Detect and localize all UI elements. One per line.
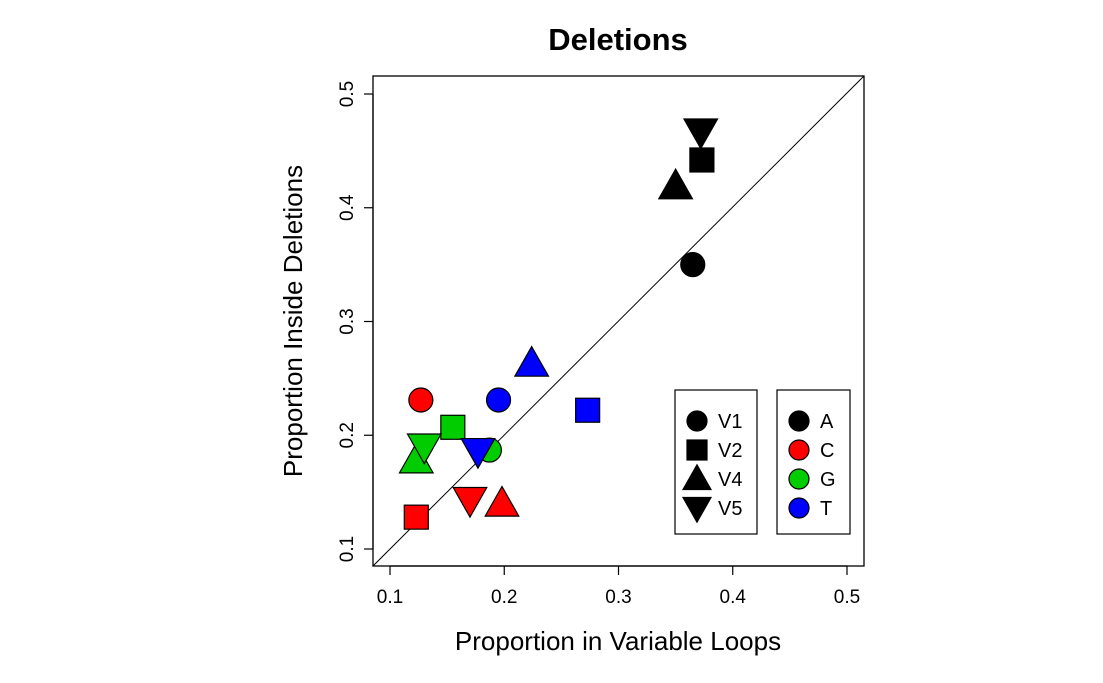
color-legend-label: T (820, 498, 832, 520)
reference-line-group (372, 75, 865, 567)
y-axis-label: Proportion Inside Deletions (278, 165, 308, 477)
data-point (408, 387, 434, 413)
color-legend-label: A (820, 411, 834, 433)
shape-legend: V1 V2 V4 V5 (674, 389, 758, 535)
identity-line (372, 75, 865, 567)
chart-title: Deletions (548, 22, 688, 57)
data-point (460, 437, 496, 470)
data-point (484, 485, 520, 517)
shape-legend-symbol (686, 410, 708, 432)
data-point (485, 387, 512, 413)
color-legend-symbol (788, 410, 810, 432)
shape-legend-symbol (686, 439, 708, 461)
shape-legend-symbol (681, 463, 713, 491)
x-tick-label: 0.3 (605, 587, 631, 608)
data-point (689, 147, 715, 173)
color-legend-symbol (788, 497, 810, 519)
x-tick-label: 0.1 (377, 587, 403, 608)
color-legend: A C G T (776, 389, 851, 535)
x-axis-label: Proportion in Variable Loops (455, 626, 781, 656)
data-point (682, 118, 719, 150)
y-tick-label: 0.5 (337, 81, 358, 107)
y-tick-label: 0.2 (337, 422, 358, 448)
x-tick-label: 0.5 (834, 587, 860, 608)
data-point (680, 252, 706, 278)
color-legend-symbol (788, 468, 810, 490)
y-tick-label: 0.3 (337, 308, 358, 334)
shape-legend-label: V5 (718, 498, 742, 520)
shape-legend-symbol (681, 496, 713, 524)
y-tick-label: 0.4 (337, 194, 358, 221)
shape-legend-box (674, 389, 758, 535)
y-axis: 0.1 0.2 0.3 0.4 0.5 (337, 81, 374, 562)
color-legend-label: C (820, 440, 834, 462)
shape-legend-label: V2 (718, 440, 742, 462)
y-tick-label: 0.1 (337, 536, 358, 562)
color-legend-symbol (788, 439, 810, 461)
data-point (657, 167, 694, 200)
shape-legend-label: V1 (718, 411, 742, 433)
data-point (403, 504, 429, 530)
data-points (398, 118, 719, 530)
x-tick-label: 0.2 (491, 587, 517, 608)
x-tick-label: 0.4 (720, 587, 747, 608)
data-point (452, 486, 488, 519)
data-point (440, 414, 466, 440)
data-point (513, 345, 550, 377)
data-point (406, 433, 443, 465)
x-axis: 0.1 0.2 0.3 0.4 0.5 (377, 565, 860, 608)
shape-legend-label: V4 (718, 469, 742, 491)
data-point (575, 397, 601, 423)
color-legend-label: G (820, 469, 836, 491)
color-legend-box (776, 389, 851, 535)
